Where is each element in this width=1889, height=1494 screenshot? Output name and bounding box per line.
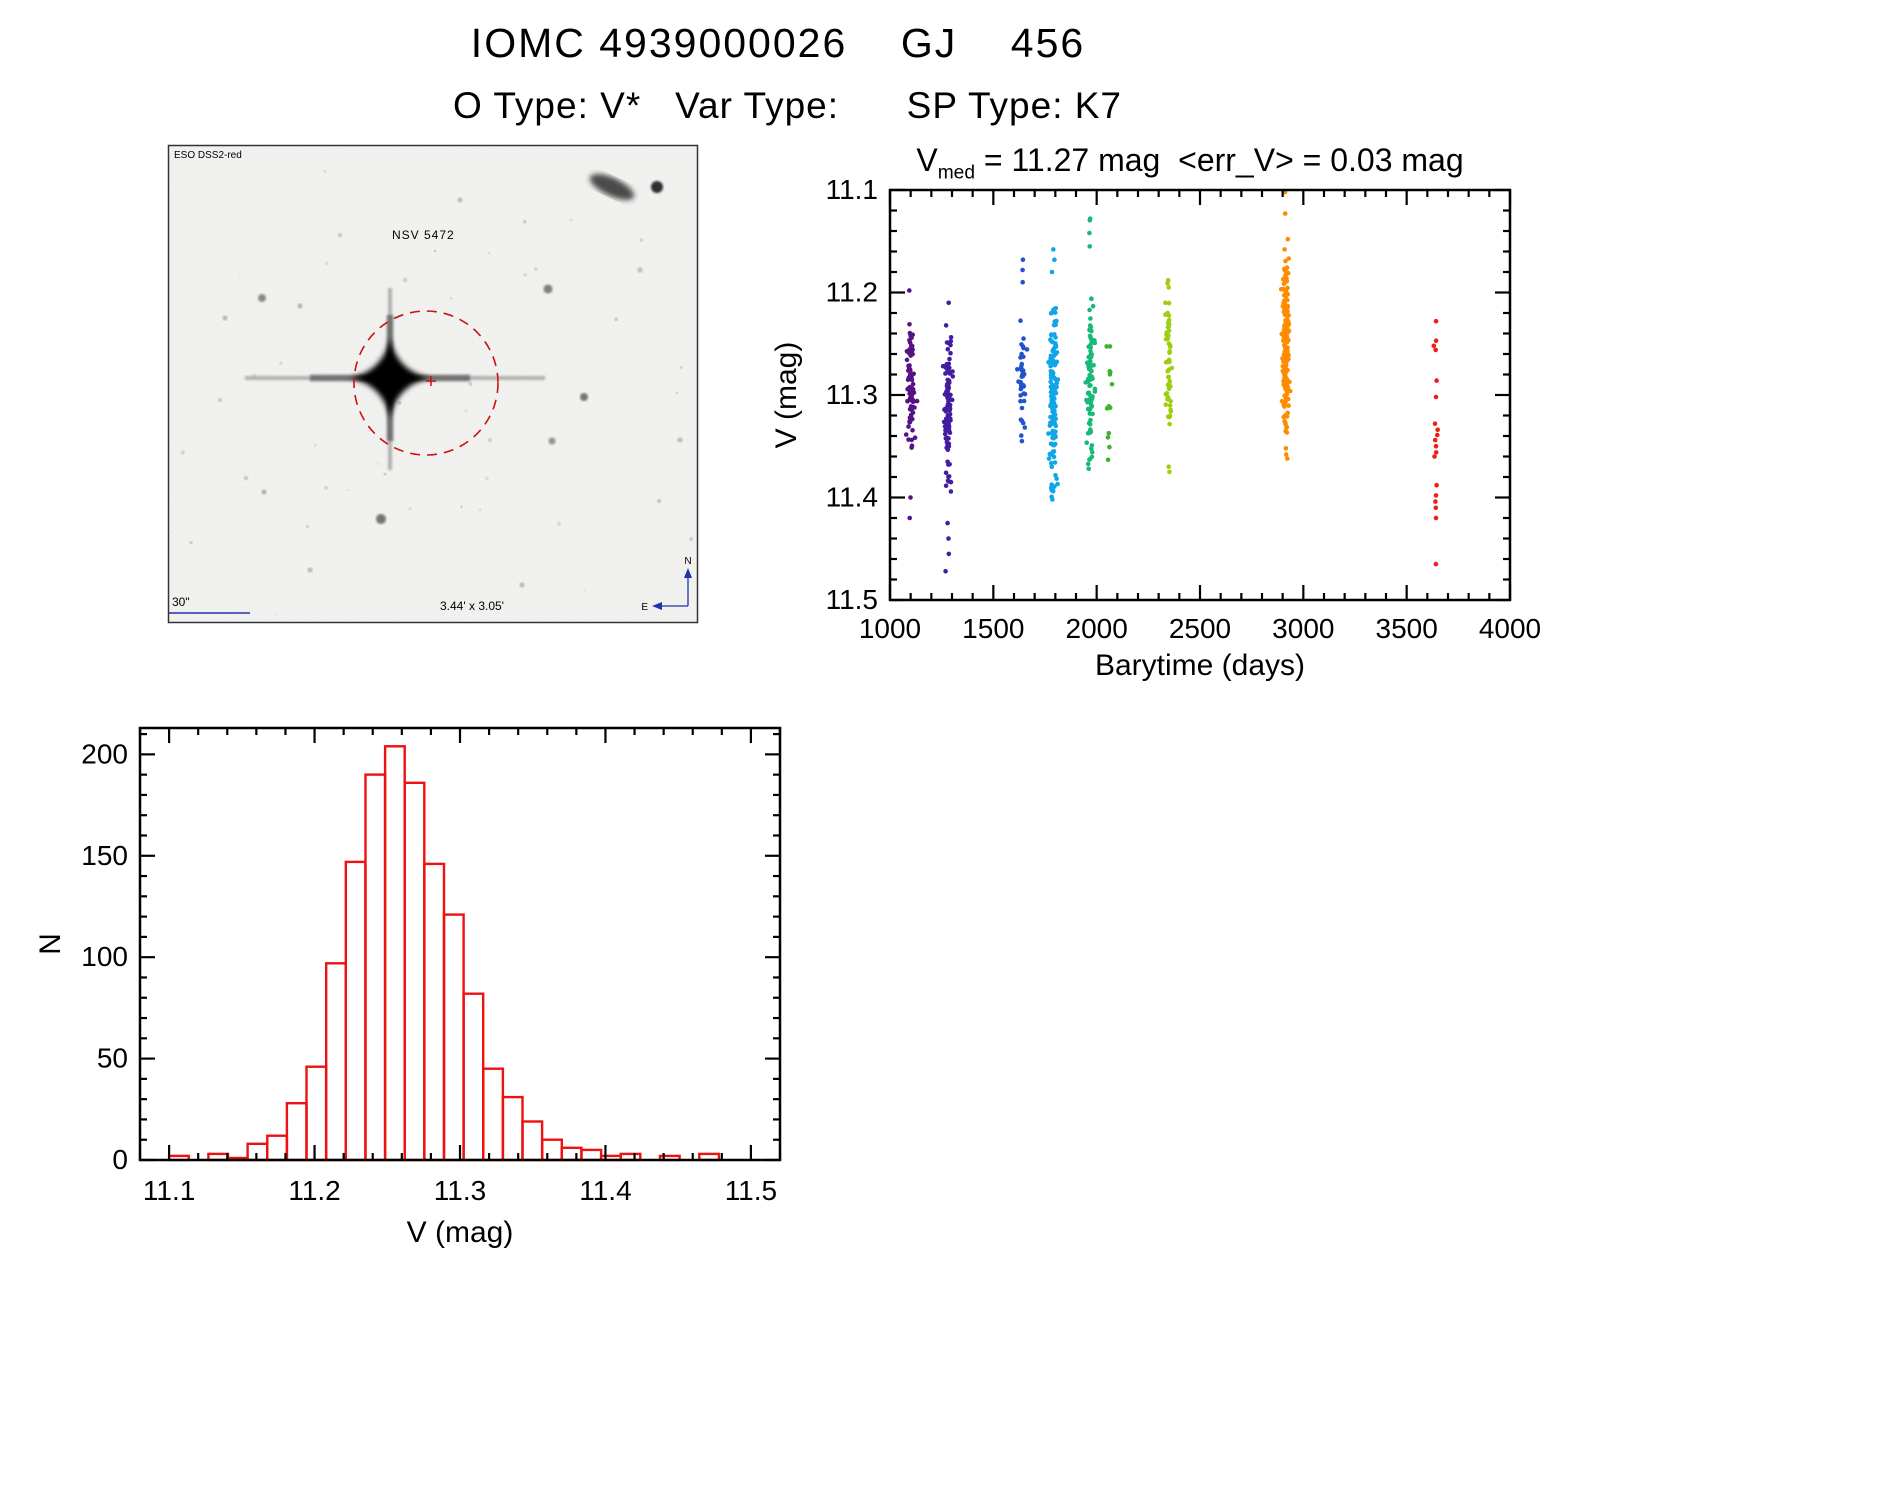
histogram-plot: 11.1 11.2 11.3 11.4 11.5 0 50 100 150 200 V (mag) N [34,726,782,1249]
galaxy-smudge [589,173,635,201]
aperture-center-cross [426,376,436,386]
svg-text:4000: 4000 [1479,613,1540,644]
lightcurve-points [903,189,1440,574]
svg-text:11.3: 11.3 [826,379,878,410]
subtitle: O Type: V* Var Type: SP Type: K7 [452,85,1123,126]
lightcurve-title: Vmed = 11.27 mag <err_V> = 0.03 mag [916,142,1464,184]
sky-noise-texture [169,146,697,622]
svg-text:50: 50 [97,1043,128,1074]
svg-text:11.1: 11.1 [826,174,878,205]
svg-text:2000: 2000 [1066,613,1128,644]
svg-text:11.5: 11.5 [826,584,878,615]
lightcurve-xlabel: Barytime (days) [1095,649,1305,682]
svg-text:1000: 1000 [859,613,921,644]
main-title: IOMC 4939000026 GJ 456 [470,20,1086,66]
target-star-center [376,364,404,392]
compass-rose: N E [641,556,692,613]
aperture-circle [353,310,499,456]
svg-text:11.4: 11.4 [826,482,878,513]
finding-chart: ESO DSS2-red NSV 5472 30" 3.44' x 3.05' … [167,144,699,624]
lightcurve-plot: 1000 1500 2000 2500 3000 3500 4000 11.1 11.2 11.3… [770,174,1540,682]
svg-text:1500: 1500 [962,613,1024,644]
lightcurve-ylabel: V (mag) [770,342,803,449]
svg-text:11.2: 11.2 [288,1175,340,1206]
svg-text:11.4: 11.4 [579,1175,631,1206]
histogram-xlabel: V (mag) [407,1216,514,1249]
histogram-axes: 11.1 11.2 11.3 11.4 11.5 0 50 100 150 200 V (mag) N [34,726,782,1249]
svg-text:11.1: 11.1 [143,1175,195,1206]
field-stars [171,169,694,616]
scale-label: 30" [172,595,190,609]
svg-text:2500: 2500 [1169,613,1231,644]
compass-east-label: E [641,602,648,613]
survey-label: ESO DSS2-red [174,150,242,161]
histogram-bars [167,745,721,1162]
bright-field-star [651,181,663,193]
target-label: NSV 5472 [392,228,455,242]
fov-label: 3.44' x 3.05' [440,599,504,613]
finding-chart-border [167,144,699,624]
svg-text:0: 0 [112,1144,128,1175]
lightcurve-axes: 1000 1500 2000 2500 3000 3500 4000 11.1 11.2 11.3… [770,174,1540,682]
svg-text:11.5: 11.5 [725,1175,777,1206]
svg-text:200: 200 [81,738,128,769]
svg-text:150: 150 [81,840,128,871]
svg-text:11.3: 11.3 [434,1175,486,1206]
compass-north-label: N [684,556,691,567]
svg-text:3500: 3500 [1376,613,1438,644]
svg-text:3000: 3000 [1272,613,1334,644]
histogram-ylabel: N [34,933,67,955]
svg-text:100: 100 [81,941,128,972]
svg-text:11.2: 11.2 [826,277,878,308]
